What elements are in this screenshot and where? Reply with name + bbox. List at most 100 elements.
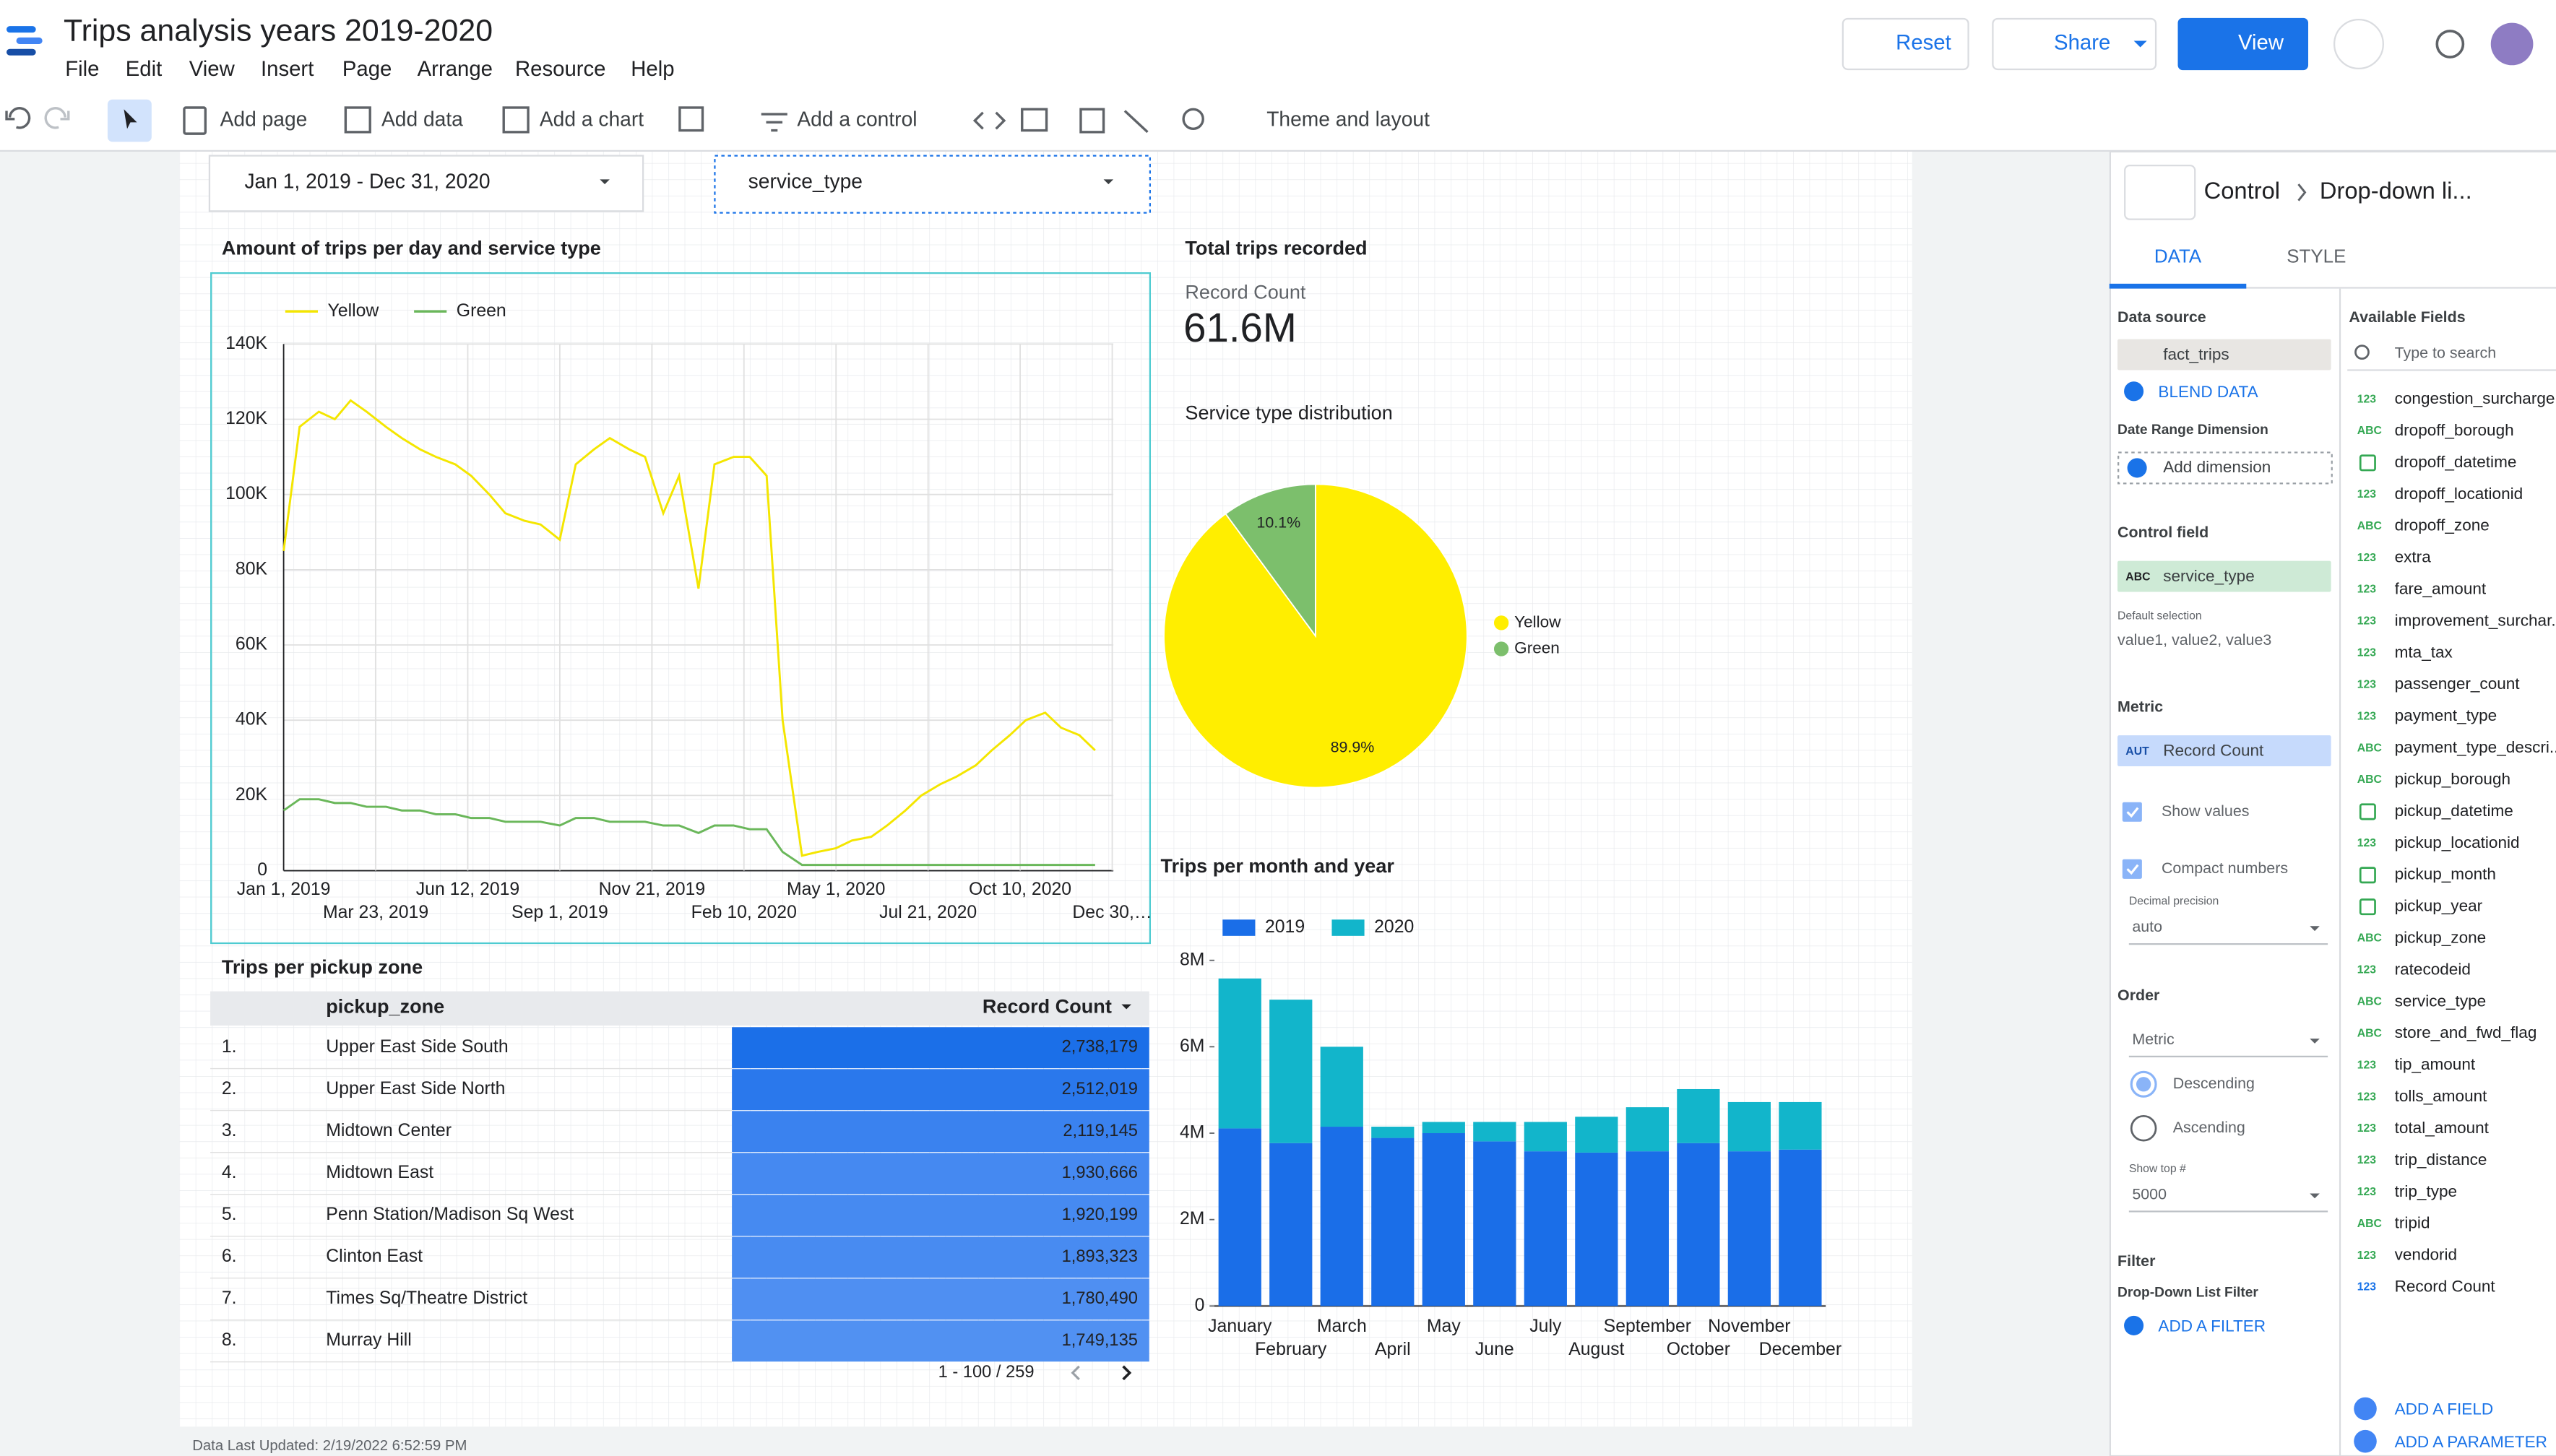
menu-item[interactable]: Insert (261, 57, 314, 81)
value-cell (732, 1153, 1149, 1195)
checkbox[interactable] (2122, 859, 2142, 879)
prev-page[interactable] (1071, 1365, 1080, 1381)
metric-chip[interactable] (2117, 735, 2331, 767)
share-button[interactable] (1992, 17, 2157, 71)
field-name[interactable]: pickup_borough (2395, 770, 2510, 788)
blend-link[interactable]: BLEND DATA (2158, 383, 2258, 401)
field-name[interactable]: tip_amount (2395, 1055, 2476, 1073)
add-dimension-label[interactable]: Add dimension (2163, 458, 2271, 476)
field-name[interactable]: congestion_surcharge (2395, 389, 2555, 407)
field-name[interactable]: pickup_zone (2395, 929, 2487, 947)
column-header[interactable]: Record Count (983, 994, 1112, 1017)
dropdown-control-selected[interactable] (714, 155, 1152, 214)
field-name[interactable]: Record Count (2395, 1278, 2496, 1296)
field-type-icon: 123 (2357, 964, 2377, 976)
share-caret[interactable] (2133, 40, 2147, 48)
field-name[interactable]: extra (2395, 548, 2432, 566)
field-name[interactable]: service_type (2163, 567, 2255, 585)
reset-label[interactable]: Reset (1896, 31, 1951, 55)
field-name[interactable]: dropoff_locationid (2395, 485, 2523, 503)
tab[interactable]: STYLE (2287, 247, 2346, 267)
date-range-value[interactable]: Jan 1, 2019 - Dec 31, 2020 (244, 169, 490, 192)
bar-segment (1269, 1143, 1313, 1306)
radio[interactable] (2130, 1070, 2157, 1098)
menu-item[interactable]: Resource (515, 57, 605, 81)
next-page[interactable] (1122, 1365, 1132, 1381)
add-filter[interactable]: ADD A FILTER (2158, 1317, 2266, 1335)
column-header[interactable]: pickup_zone (326, 994, 444, 1017)
field-name[interactable]: dropoff_datetime (2395, 453, 2517, 471)
source-name[interactable]: fact_trips (2163, 345, 2229, 363)
field-name[interactable]: pickup_datetime (2395, 802, 2513, 820)
help-icon[interactable] (2435, 30, 2465, 58)
report-title[interactable]: Trips analysis years 2019-2020 (64, 13, 493, 48)
menu-item[interactable]: Edit (126, 57, 163, 81)
y-tick-label: 80K (236, 559, 268, 578)
select-caret[interactable] (2310, 926, 2320, 932)
field-name[interactable]: pickup_year (2395, 897, 2483, 915)
menu-item[interactable]: Page (342, 57, 392, 81)
field-name[interactable]: vendorid (2395, 1246, 2457, 1264)
add-dimension[interactable] (2117, 451, 2333, 485)
menu-item[interactable]: View (189, 57, 236, 81)
add-parameter[interactable]: ADD A PARAMETER (2395, 1433, 2547, 1451)
field-name[interactable]: payment_type_descri... (2395, 738, 2556, 756)
field-name[interactable]: total_amount (2395, 1119, 2490, 1137)
field-name[interactable]: mta_tax (2395, 643, 2453, 661)
field-name[interactable]: dropoff_borough (2395, 421, 2514, 439)
legend-swatch (1493, 615, 1509, 630)
avatar[interactable] (2490, 22, 2534, 66)
share-label[interactable]: Share (2054, 31, 2110, 55)
select-caret[interactable] (2310, 1193, 2320, 1199)
select-value[interactable]: Metric (2132, 1031, 2175, 1048)
field-name[interactable]: pickup_locationid (2395, 833, 2520, 852)
view-button[interactable] (2177, 17, 2309, 71)
field-name[interactable]: passenger_count (2395, 675, 2521, 693)
menu-item[interactable]: Help (631, 57, 674, 81)
field-name[interactable]: trip_distance (2395, 1150, 2487, 1169)
view-label[interactable]: View (2238, 31, 2284, 55)
more-button[interactable] (2333, 18, 2384, 69)
field-name[interactable]: dropoff_zone (2395, 516, 2490, 534)
menu-item[interactable]: File (65, 57, 99, 81)
menu-item[interactable]: Arrange (418, 57, 493, 81)
legend-label: Green (1514, 638, 1560, 656)
toolbar-item[interactable]: Add a control (797, 108, 917, 131)
field-name[interactable]: tolls_amount (2395, 1087, 2488, 1105)
add-field[interactable]: ADD A FIELD (2395, 1400, 2494, 1418)
dropdown-value[interactable]: service_type (748, 169, 863, 192)
field-name[interactable]: trip_type (2395, 1182, 2457, 1200)
toolbar-item[interactable]: Add data (381, 108, 463, 131)
field-name[interactable]: store_and_fwd_flag (2395, 1023, 2537, 1041)
field-name[interactable]: tripid (2395, 1214, 2430, 1232)
radio[interactable] (2130, 1114, 2157, 1142)
add-icon (2354, 1397, 2377, 1421)
reset-button[interactable] (1842, 17, 1969, 71)
metric-name[interactable]: Record Count (2163, 742, 2264, 760)
field-name[interactable]: pickup_month (2395, 865, 2496, 883)
x-tick-label: Dec 30,… (1072, 903, 1152, 922)
bar-segment (1779, 1101, 1822, 1150)
select-value[interactable]: 5000 (2132, 1185, 2167, 1202)
field-name[interactable]: improvement_surchar... (2395, 611, 2556, 629)
sort-caret[interactable] (1121, 1004, 1131, 1010)
select-value[interactable]: auto (2132, 918, 2162, 935)
field-name[interactable]: payment_type (2395, 706, 2497, 724)
toolbar-item[interactable]: Add page (220, 108, 308, 131)
toolbar-item[interactable]: Add a chart (540, 108, 644, 131)
panel-toggle[interactable] (2124, 165, 2196, 220)
date-range-control[interactable] (208, 155, 644, 212)
date-caret[interactable] (600, 179, 610, 185)
search-input[interactable]: Type to search (2395, 344, 2497, 362)
tab[interactable]: DATA (2154, 247, 2202, 267)
field-chip[interactable] (2117, 560, 2331, 592)
field-name[interactable]: ratecodeid (2395, 960, 2471, 978)
field-name[interactable]: service_type (2395, 992, 2487, 1010)
checkbox[interactable] (2122, 802, 2142, 822)
field-name[interactable]: fare_amount (2395, 580, 2487, 598)
toolbar-item[interactable]: Theme and layout (1266, 108, 1430, 131)
source-chip[interactable] (2117, 339, 2331, 370)
dropdown-caret[interactable] (1103, 179, 1114, 185)
select-caret[interactable] (2310, 1039, 2320, 1044)
